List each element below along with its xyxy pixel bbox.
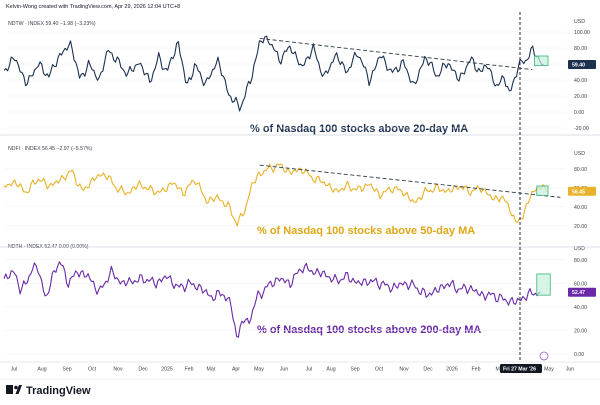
annotation-ndtw: % of Nasdaq 100 stocks above 20-day MA	[250, 123, 468, 135]
tv-logo-mark-dot	[14, 385, 18, 390]
annotation-ndth: % of Nasdaq 100 stocks above 200-day MA	[257, 324, 481, 336]
y-tick-label: 80.00	[574, 167, 587, 173]
x-tick-label: Feb	[185, 367, 194, 373]
panel-ndth: NDTH · INDEX 52.47 0.00 (0.00%) USD % of…	[3, 244, 596, 358]
y-tick-label: 80.00	[574, 46, 587, 52]
x-tick-label: Dec	[423, 367, 433, 373]
x-tick-label: 2025	[161, 367, 173, 373]
y-tick-label: 40.00	[574, 205, 587, 211]
y-tick-label: 20.00	[574, 94, 587, 100]
trendline[interactable]	[259, 164, 561, 198]
x-tick-label: Sep	[350, 367, 359, 373]
x-tick-label: May	[254, 367, 264, 373]
x-tick-label: Nov	[399, 367, 409, 373]
last-value-badge	[568, 287, 596, 297]
chart-caption: Kelvin-Wong created with TradingView.com…	[6, 4, 180, 10]
x-tick-label: Nov	[113, 367, 123, 373]
x-tick-label: Sep	[62, 367, 71, 373]
x-tick-label: Oct	[375, 367, 384, 373]
tv-logo-mark-bar	[6, 385, 13, 394]
y-tick-label: 40.00	[574, 305, 587, 311]
series-line-ndtw[interactable]	[3, 35, 544, 112]
tradingview-logo: TradingView	[6, 385, 91, 397]
unit-label-ndth: USD	[574, 246, 585, 252]
y-tick-label: 20.00	[574, 329, 587, 335]
x-tick-label: Jul	[11, 367, 18, 373]
x-tick-label: Apr	[232, 367, 240, 373]
last-value-badge	[568, 59, 596, 69]
last-value-label: 52.47	[572, 290, 585, 296]
legend-ndfi: NDFI · INDEX 56.45 −2.97 (−5.57%)	[8, 146, 92, 152]
y-tick-label: 0.00	[574, 352, 584, 358]
y-tick-label: 80.00	[574, 258, 587, 264]
annotation-ndfi: % of Nasdaq 100 stocks above 50-day MA	[257, 225, 475, 237]
highlight-box[interactable]	[536, 273, 551, 296]
series-line-ndfi[interactable]	[3, 163, 547, 227]
x-tick-label: Aug	[326, 367, 335, 373]
x-tick-label: Feb	[472, 367, 481, 373]
last-value-badge	[568, 186, 596, 196]
last-value-label: 56.45	[572, 189, 585, 195]
highlight-box[interactable]	[534, 55, 549, 66]
y-tick-label: -20.00	[574, 126, 589, 132]
unit-label-ndfi: USD	[574, 151, 585, 157]
cursor-date-badge	[500, 364, 542, 373]
replay-icon[interactable]	[539, 351, 549, 361]
x-tick-label: May	[544, 367, 554, 373]
x-tick-label: Jul	[306, 367, 313, 373]
panel-ndfi: NDFI · INDEX 56.45 −2.97 (−5.57%) USD % …	[3, 146, 596, 237]
tv-logo-mark-slash	[15, 385, 22, 394]
y-tick-label: 100.00	[574, 30, 590, 36]
cursor-date-label: Fri 27 Mar '26	[503, 367, 536, 373]
y-tick-label: 40.00	[574, 78, 587, 84]
x-tick-label: Mar	[207, 367, 216, 373]
x-tick-label: Jun	[280, 367, 288, 373]
x-tick-label: Aug	[37, 367, 46, 373]
legend-ndtw: NDTW · INDEX 59.40 −1.98 (−3.23%)	[8, 21, 96, 27]
highlight-box[interactable]	[536, 185, 549, 196]
y-tick-label: 20.00	[574, 224, 587, 230]
last-value-label: 59.40	[572, 62, 585, 68]
series-line-ndth[interactable]	[3, 261, 541, 338]
unit-label-ndtw: USD	[574, 19, 585, 25]
x-tick-label: 2026	[446, 367, 458, 373]
x-tick-label: Jun	[566, 367, 574, 373]
trendline[interactable]	[259, 37, 533, 71]
y-tick-label: 0.00	[574, 110, 584, 116]
panel-ndtw: NDTW · INDEX 59.40 −1.98 (−3.23%) USD % …	[3, 19, 596, 135]
x-tick-label: Oct	[88, 367, 97, 373]
brand-name: TradingView	[26, 385, 91, 397]
x-tick-label: Dec	[138, 367, 148, 373]
y-tick-label: 60.00	[574, 281, 587, 287]
